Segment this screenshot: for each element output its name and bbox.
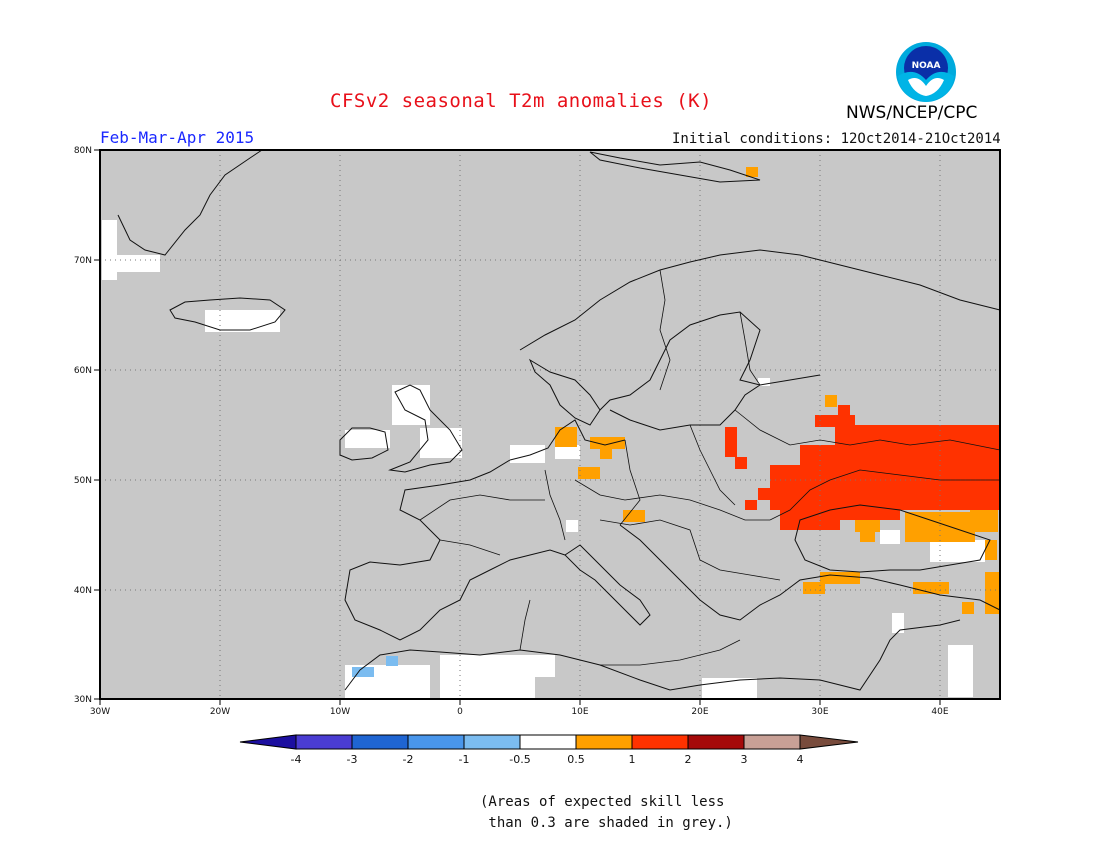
legend-tick-label: 3: [741, 753, 748, 766]
legend-tick-label: -2: [403, 753, 414, 766]
legend-tick-label: -4: [291, 753, 302, 766]
map-title: CFSv2 seasonal T2m anomalies (K): [330, 90, 713, 112]
skill-note-line: than 0.3 are shaded in grey.): [480, 815, 733, 831]
forecast-period: Feb-Mar-Apr 2015: [100, 128, 255, 147]
lon-tick-label: 10E: [571, 707, 588, 717]
tick-marks: [94, 149, 941, 705]
graticule: [100, 150, 1000, 699]
color-legend: [239, 734, 859, 750]
noaa-logo-icon: NOAA: [896, 42, 956, 102]
legend-tick-label: -0.5: [509, 753, 530, 766]
lon-tick-label: 30E: [811, 707, 828, 717]
lon-tick-label: 30W: [90, 707, 110, 717]
skill-note-line: (Areas of expected skill less: [480, 794, 725, 810]
cold-anomaly-patch: [352, 667, 374, 677]
lat-tick-label: 30N: [74, 695, 92, 705]
lat-tick-label: 50N: [74, 476, 92, 486]
lon-tick-label: 0: [457, 707, 463, 717]
skill-note: (Areas of expected skill less than 0.3 a…: [480, 792, 733, 834]
legend-tick-label: 0.5: [567, 753, 585, 766]
legend-tick-label: -1: [459, 753, 470, 766]
lon-tick-label: 20W: [210, 707, 230, 717]
legend-tick-label: 2: [685, 753, 692, 766]
legend-tick-label: -3: [347, 753, 358, 766]
legend-tick-label: 4: [797, 753, 804, 766]
lon-tick-label: 40E: [931, 707, 948, 717]
country-borders: [419, 269, 1001, 666]
coastlines: [117, 149, 1001, 691]
lon-tick-label: 10W: [330, 707, 350, 717]
initial-conditions: Initial conditions: 12Oct2014-21Oct2014: [672, 131, 1001, 147]
map-background: [100, 150, 1000, 699]
svg-text:NOAA: NOAA: [912, 61, 941, 71]
lat-tick-label: 70N: [74, 256, 92, 266]
warm-anomaly-patches-0.5-1: [555, 167, 1000, 614]
lat-tick-label: 40N: [74, 586, 92, 596]
lat-tick-label: 60N: [74, 366, 92, 376]
lon-tick-label: 20E: [691, 707, 708, 717]
legend-tick-label: 1: [629, 753, 636, 766]
agency-label: NWS/NCEP/CPC: [846, 103, 978, 123]
near-normal-patches: [102, 220, 985, 699]
lat-tick-label: 80N: [74, 146, 92, 156]
map-frame: [99, 149, 1001, 700]
cold-anomaly-patch: [386, 656, 398, 666]
